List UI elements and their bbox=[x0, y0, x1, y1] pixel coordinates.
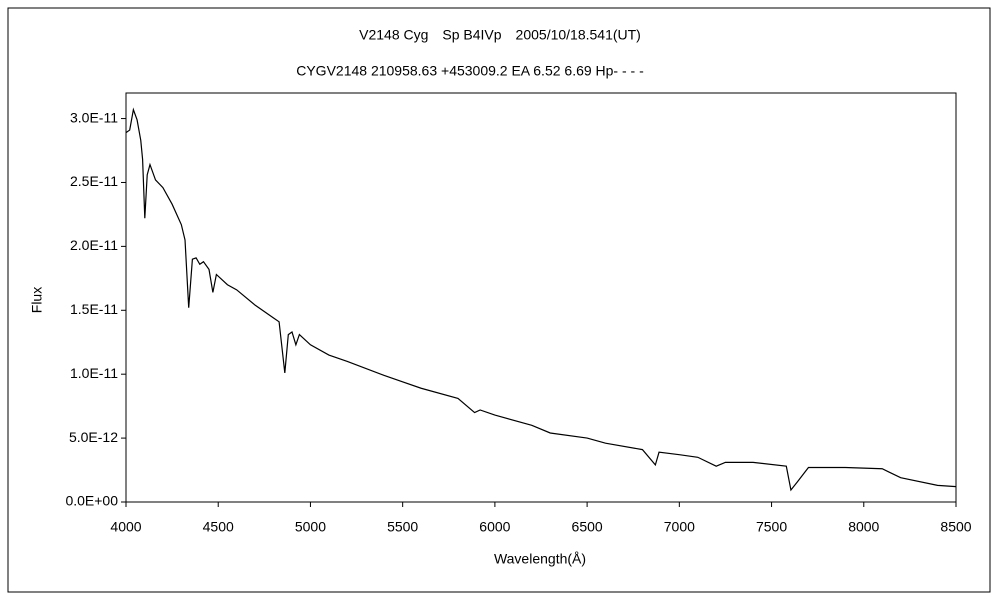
spectrum-line bbox=[125, 107, 957, 492]
plot-area bbox=[125, 92, 957, 503]
x-tick-label: 8000 bbox=[848, 519, 879, 535]
x-tick-label: 5000 bbox=[295, 519, 326, 535]
x-tick-label: 6500 bbox=[572, 519, 603, 535]
y-tick-label: 5.0E-12 bbox=[69, 429, 118, 445]
y-tick-label: 1.0E-11 bbox=[70, 365, 118, 381]
x-tick-label: 4000 bbox=[110, 519, 141, 535]
y-tick-label: 1.5E-11 bbox=[70, 301, 118, 317]
x-tick-label: 7000 bbox=[664, 519, 695, 535]
y-tick-label: 2.5E-11 bbox=[70, 173, 118, 189]
y-axis-label: Flux bbox=[29, 287, 45, 313]
y-tick-label: 0.0E+00 bbox=[65, 493, 118, 509]
x-tick-label: 7500 bbox=[756, 519, 787, 535]
x-axis-label: Wavelength(Å) bbox=[494, 551, 586, 567]
x-tick-label: 6000 bbox=[479, 519, 510, 535]
chart-title: V2148 Cyg Sp B4IVp 2005/10/18.541(UT) bbox=[359, 27, 641, 43]
y-tick-label: 2.0E-11 bbox=[70, 237, 118, 253]
x-tick-label: 4500 bbox=[203, 519, 234, 535]
x-tick-label: 5500 bbox=[387, 519, 418, 535]
chart-subtitle: CYGV2148 210958.63 +453009.2 EA 6.52 6.6… bbox=[296, 63, 644, 79]
x-tick-label: 8500 bbox=[940, 519, 971, 535]
y-tick-label: 3.0E-11 bbox=[70, 109, 118, 125]
